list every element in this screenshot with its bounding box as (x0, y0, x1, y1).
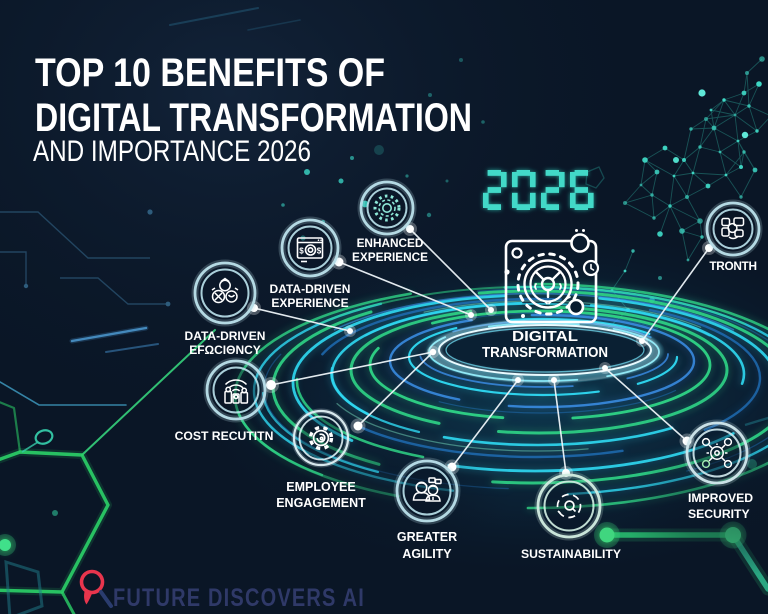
svg-text:TOP 10 BENEFITS OF: TOP 10 BENEFITS OF (35, 51, 385, 95)
svg-text:AGILITY: AGILITY (402, 547, 452, 561)
svg-text:DATA-DRIVEN: DATA-DRIVEN (270, 282, 351, 296)
svg-text:EXPERIENCE: EXPERIENCE (271, 296, 348, 310)
svg-text:COST RECUTITN: COST RECUTITN (175, 429, 274, 443)
svg-text:FUTURE DISCOVERS AI: FUTURE DISCOVERS AI (113, 584, 365, 612)
svg-text:ENHANCED: ENHANCED (357, 236, 424, 250)
svg-text:SUSTAINABILITY: SUSTAINABILITY (521, 547, 621, 561)
svg-text:TRANSFORMATION: TRANSFORMATION (482, 344, 608, 361)
svg-text:DATA-DRIVEN: DATA-DRIVEN (185, 329, 266, 343)
svg-text:EMPLOYEE: EMPLOYEE (286, 480, 355, 494)
svg-text:AND IMPORTANCE 2026: AND IMPORTANCE 2026 (33, 135, 311, 168)
svg-text:$: $ (299, 247, 304, 256)
svg-text:IMPROVED: IMPROVED (688, 491, 753, 505)
svg-text:EFΩCIΘNCY: EFΩCIΘNCY (189, 343, 261, 357)
svg-text:DIGITAL: DIGITAL (512, 328, 578, 345)
svg-text:ENGAGEMENT: ENGAGEMENT (276, 496, 366, 510)
svg-text:GREATER: GREATER (397, 530, 457, 544)
svg-text:TRONTH: TRONTH (709, 259, 756, 273)
svg-text:$: $ (317, 247, 322, 256)
svg-text:SECURITY: SECURITY (688, 507, 750, 521)
svg-text:DIGITAL TRANSFORMATION: DIGITAL TRANSFORMATION (35, 96, 472, 140)
svg-text:EXPERIENCE: EXPERIENCE (352, 250, 428, 264)
